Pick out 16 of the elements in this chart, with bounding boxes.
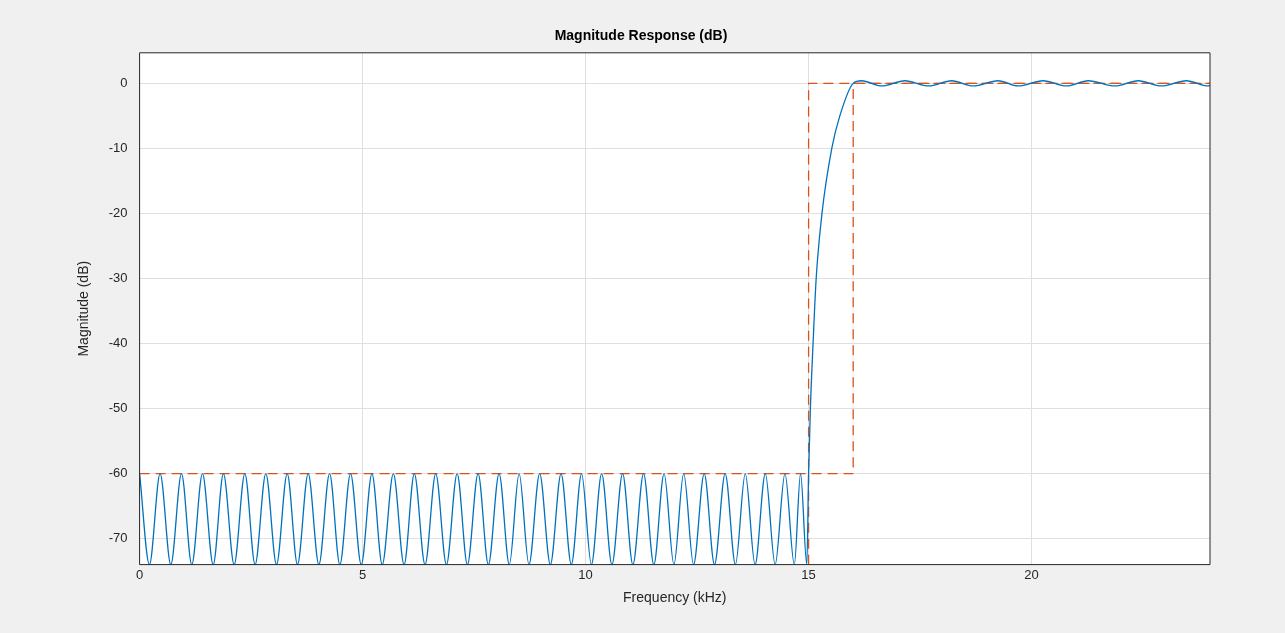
x-tick-label: 10 [578, 566, 593, 582]
x-axis-title: Frequency (kHz) [623, 589, 727, 606]
y-tick-label: -50 [108, 400, 128, 416]
y-tick-label: -40 [108, 335, 128, 351]
x-tick-label: 0 [135, 566, 144, 582]
x-tick-label: 15 [801, 566, 816, 582]
chart-title: Magnitude Response (dB) [554, 27, 728, 44]
y-tick-label: -10 [108, 139, 128, 155]
y-tick-label: -30 [108, 270, 128, 286]
x-tick-label: 20 [1024, 566, 1039, 582]
y-tick-label: -20 [108, 205, 128, 221]
x-tick-label: 5 [358, 566, 367, 582]
y-tick-label: -60 [108, 465, 128, 481]
y-axis-title: Magnitude (dB) [75, 260, 92, 357]
y-tick-label: -70 [108, 530, 128, 546]
y-tick-label: 0 [120, 74, 128, 90]
